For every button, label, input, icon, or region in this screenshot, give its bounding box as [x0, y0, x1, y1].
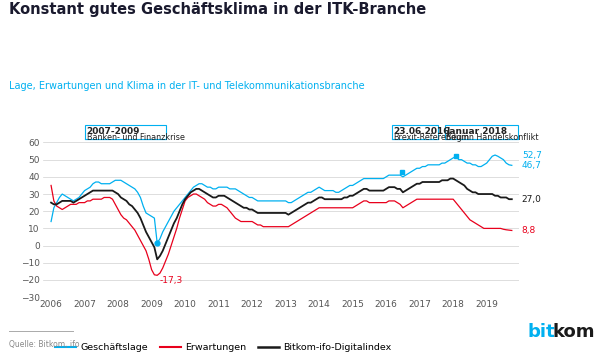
Text: 52,7: 52,7	[522, 150, 542, 160]
Legend: Geschäftslage, Erwartungen, Bitkom-ifo-Digitalindex: Geschäftslage, Erwartungen, Bitkom-ifo-D…	[52, 340, 395, 356]
Text: kom: kom	[552, 323, 595, 341]
Text: -17,3: -17,3	[160, 276, 183, 285]
Text: Quelle: Bitkom, ifo: Quelle: Bitkom, ifo	[9, 340, 80, 349]
Bar	[85, 125, 166, 139]
Text: Lage, Erwartungen und Klima in der IT- und Telekommunikationsbranche: Lage, Erwartungen und Klima in der IT- u…	[9, 81, 365, 91]
Text: Brexit-Referendum: Brexit-Referendum	[393, 133, 469, 142]
Text: 2007-2009: 2007-2009	[87, 127, 140, 136]
Text: Beginn Handelskonflikt: Beginn Handelskonflikt	[446, 133, 539, 142]
Text: 23.06.2016: 23.06.2016	[393, 127, 450, 136]
Text: 27,0: 27,0	[522, 195, 542, 204]
Text: 8,8: 8,8	[522, 226, 536, 235]
Bar	[392, 125, 438, 139]
Bar	[445, 125, 518, 139]
Text: bit: bit	[528, 323, 555, 341]
Text: Konstant gutes Geschäftsklima in der ITK-Branche: Konstant gutes Geschäftsklima in der ITK…	[9, 2, 426, 17]
Text: Januar 2018: Januar 2018	[446, 127, 508, 136]
Text: 46,7: 46,7	[522, 161, 542, 170]
Text: Banken- und Finanzkrise: Banken- und Finanzkrise	[87, 133, 184, 142]
